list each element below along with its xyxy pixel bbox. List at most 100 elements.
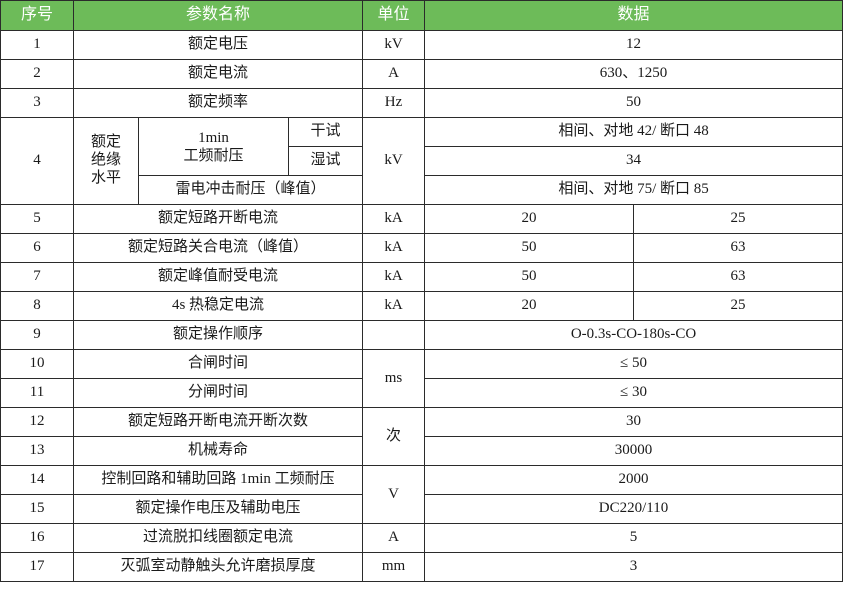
table-row: 13 机械寿命 30000 [0,436,844,466]
insulation-group-line-2: 绝缘 [90,152,121,169]
parameter-unit: Hz [362,88,426,118]
column-header-unit: 单位 [362,0,426,31]
row-number: 7 [0,262,74,292]
parameter-name: 额定电压 [72,30,364,60]
parameter-value-right: 63 [633,262,844,292]
row-number: 4 [0,117,74,205]
table-row: 12 额定短路开断电流开断次数 次 30 [0,407,844,466]
table-row-insulation-wet: 湿试 34 [1,146,844,176]
parameter-value-right: 63 [633,233,844,263]
parameter-name: 额定电流 [72,59,364,89]
parameter-name: 控制回路和辅助回路 1min 工频耐压 [72,465,364,495]
row-number: 10 [0,349,74,379]
row-number: 8 [0,291,74,321]
table-row: 10 合闸时间 ms ≤ 50 [0,349,844,408]
row-number: 17 [0,552,74,582]
parameter-unit [362,320,426,350]
insulation-group-line-1: 额定 [90,134,121,151]
insulation-group-label: 额定 绝缘 水平 [73,117,139,205]
parameter-name: 额定操作电压及辅助电压 [72,494,364,524]
row-number: 6 [0,233,74,263]
row-number: 15 [0,494,74,524]
parameter-value: O-0.3s-CO-180s-CO [424,320,844,350]
table-row: 5 额定短路开断电流 kA 20 25 [0,204,844,234]
parameter-value: 2000 [424,465,844,495]
parameter-value: 630、1250 [424,59,844,89]
row-number: 2 [0,59,74,89]
parameter-value: 30000 [424,436,844,466]
table-row: 8 4s 热稳定电流 kA 20 25 [0,291,844,321]
parameter-name: 额定操作顺序 [72,320,364,350]
row-number: 16 [0,523,74,553]
withstand-duration: 1min [198,129,229,146]
parameter-unit: kA [362,291,426,321]
specification-table: 序号 参数名称 单位 数据 1 额定电压 kV 12 2 额定电流 A 630、… [0,0,844,582]
parameter-unit: V [362,465,426,524]
parameter-unit: ms [362,349,426,408]
row-number: 12 [0,407,74,437]
column-header-data: 数据 [424,0,844,31]
table-row: 15 额定操作电压及辅助电压 DC220/110 [0,494,844,524]
parameter-value: 3 [424,552,844,582]
table-header-row: 序号 参数名称 单位 数据 [0,0,844,31]
condition-wet-label: 湿试 [287,146,364,176]
withstand-type: 工频耐压 [183,147,244,164]
parameter-value: DC220/110 [424,494,844,524]
parameter-value: 5 [424,523,844,553]
table-row: 17 灭弧室动静触头允许磨损厚度 mm 3 [0,552,844,582]
parameter-unit: A [362,59,426,89]
parameter-value: 12 [424,30,844,60]
parameter-name: 分闸时间 [72,378,364,408]
parameter-value: 30 [424,407,844,437]
parameter-unit: A [362,523,426,553]
table-row: 7 额定峰值耐受电流 kA 50 63 [0,262,844,292]
parameter-name: 额定短路关合电流（峰值） [72,233,364,263]
parameter-unit: mm [362,552,426,582]
table-row: 2 额定电流 A 630、1250 [0,59,844,89]
row-number: 5 [0,204,74,234]
parameter-name: 额定频率 [72,88,364,118]
parameter-unit: kV [362,117,426,205]
parameter-value-left: 20 [424,204,635,234]
parameter-value-right: 25 [633,291,844,321]
table-row-lightning-impulse: 雷电冲击耐压（峰值） 相间、对地 75/ 断口 85 [1,175,844,205]
table-row: 9 额定操作顺序 O-0.3s-CO-180s-CO [0,320,844,350]
row-number: 3 [0,88,74,118]
table-row: 1 额定电压 kV 12 [0,30,844,60]
row-number: 1 [0,30,74,60]
parameter-name: 额定峰值耐受电流 [72,262,364,292]
parameter-unit: kA [362,233,426,263]
parameter-value-left: 50 [424,233,635,263]
table-row: 3 额定频率 Hz 50 [0,88,844,118]
power-frequency-withstand-label: 1min 工频耐压 [138,117,289,176]
parameter-value-dry: 相间、对地 42/ 断口 48 [424,117,844,147]
parameter-name: 过流脱扣线圈额定电流 [72,523,364,553]
parameter-name: 4s 热稳定电流 [72,291,364,321]
parameter-value-left: 50 [424,262,635,292]
row-number: 14 [0,465,74,495]
parameter-value: ≤ 30 [424,378,844,408]
parameter-value-right: 25 [633,204,844,234]
parameter-name: 额定短路开断电流 [72,204,364,234]
parameter-unit: kA [362,262,426,292]
parameter-name: 机械寿命 [72,436,364,466]
parameter-name: 合闸时间 [72,349,364,379]
parameter-unit: kV [362,30,426,60]
parameter-value-left: 20 [424,291,635,321]
row-number: 13 [0,436,74,466]
parameter-value-lightning: 相间、对地 75/ 断口 85 [424,175,844,205]
parameter-value: 50 [424,88,844,118]
row-number: 9 [0,320,74,350]
parameter-unit: 次 [362,407,426,466]
table-row-insulation-dry: 4 额定 绝缘 水平 1min 工频耐压 干试 kV 相间、对地 42/ 断口 … [0,117,844,205]
parameter-unit: kA [362,204,426,234]
table-row: 6 额定短路关合电流（峰值） kA 50 63 [0,233,844,263]
table-row: 14 控制回路和辅助回路 1min 工频耐压 V 2000 [0,465,844,524]
table-row: 16 过流脱扣线圈额定电流 A 5 [0,523,844,553]
parameter-name: 灭弧室动静触头允许磨损厚度 [72,552,364,582]
column-header-no: 序号 [0,0,74,31]
parameter-value-wet: 34 [424,146,844,176]
parameter-value: ≤ 50 [424,349,844,379]
lightning-impulse-label: 雷电冲击耐压（峰值） [137,175,364,205]
insulation-group-line-3: 水平 [90,169,121,186]
